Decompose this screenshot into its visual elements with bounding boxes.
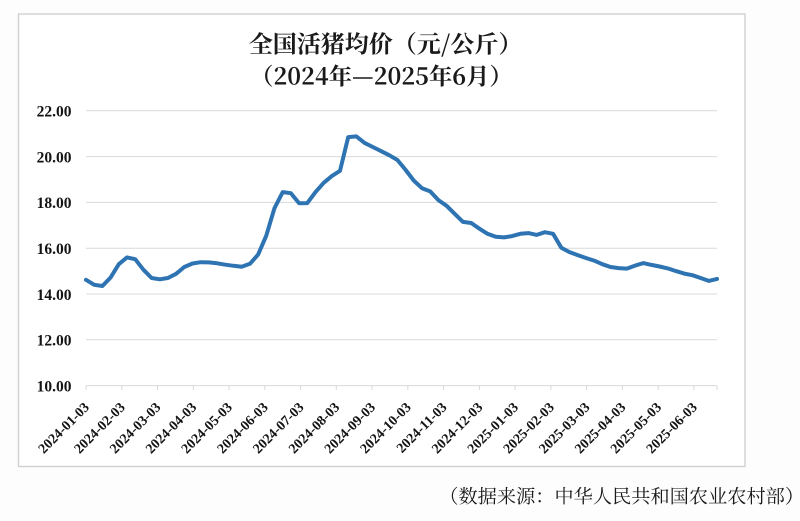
svg-text:18.00: 18.00	[37, 195, 72, 212]
svg-text:12.00: 12.00	[37, 333, 72, 350]
svg-text:14.00: 14.00	[37, 287, 72, 304]
svg-text:16.00: 16.00	[37, 241, 72, 258]
svg-text:10.00: 10.00	[37, 378, 72, 395]
svg-text:22.00: 22.00	[37, 104, 72, 121]
svg-text:20.00: 20.00	[37, 149, 72, 166]
